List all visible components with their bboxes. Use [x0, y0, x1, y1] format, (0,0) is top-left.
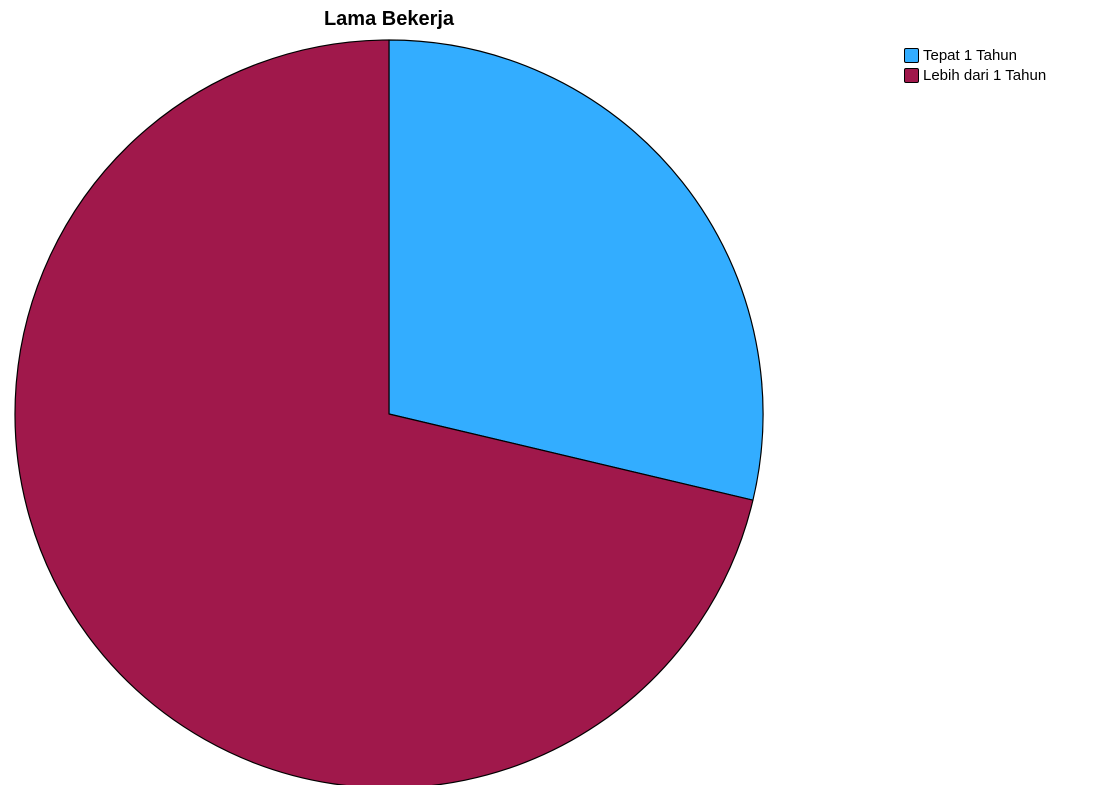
legend-item-lebih-dari-1-tahun: Lebih dari 1 Tahun: [904, 65, 1046, 85]
pie-slice-tepat-1-tahun: [388, 39, 764, 501]
pie-slice-lebih-dari-1-tahun: [14, 39, 754, 785]
legend: Tepat 1 Tahun Lebih dari 1 Tahun: [904, 45, 1046, 85]
chart-title: Lama Bekerja: [323, 8, 455, 30]
legend-swatch-lebih-dari-1-tahun: [904, 67, 919, 83]
legend-label-lebih-dari-1-tahun: Lebih dari 1 Tahun: [923, 66, 1047, 84]
legend-label-tepat-1-tahun: Tepat 1 Tahun: [923, 46, 1017, 64]
legend-item-tepat-1-tahun: Tepat 1 Tahun: [904, 45, 1046, 65]
legend-swatch-tepat-1-tahun: [904, 47, 919, 63]
pie-slices: [14, 39, 764, 785]
